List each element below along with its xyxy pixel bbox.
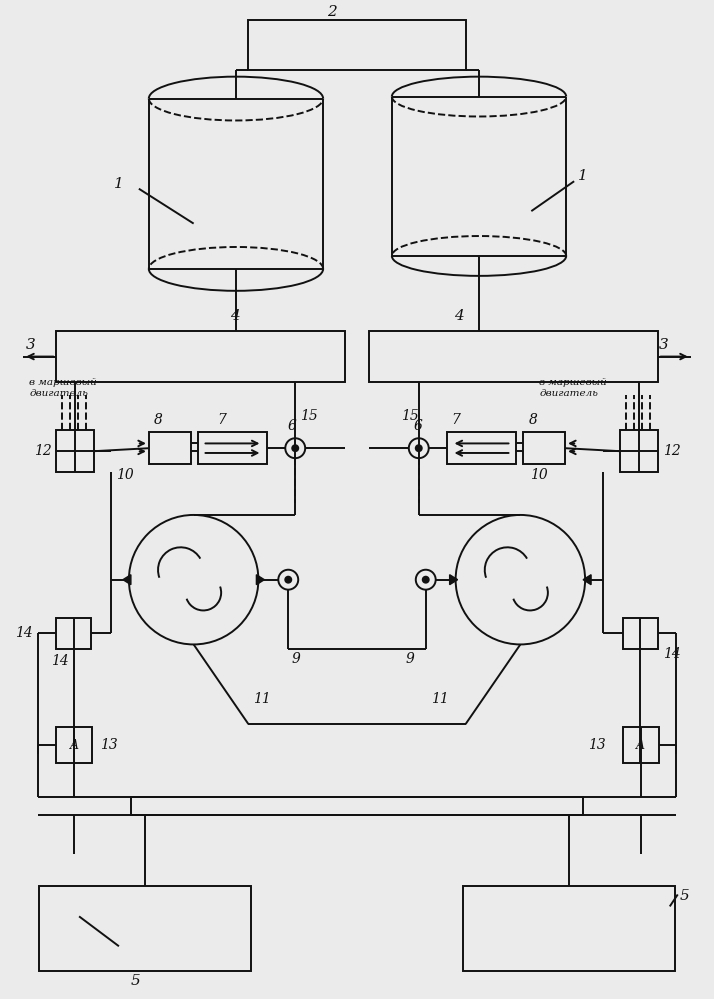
Bar <box>56 727 92 763</box>
Bar <box>623 617 658 649</box>
Text: 3: 3 <box>659 338 668 352</box>
Text: 6: 6 <box>414 420 423 434</box>
Text: 13: 13 <box>588 738 606 752</box>
Text: 14: 14 <box>663 647 680 661</box>
Bar <box>56 331 345 383</box>
Text: 4: 4 <box>231 309 240 323</box>
Text: 12: 12 <box>663 445 680 459</box>
Text: 15: 15 <box>300 410 318 424</box>
Circle shape <box>292 446 298 452</box>
Circle shape <box>416 446 422 452</box>
Text: 13: 13 <box>100 738 118 752</box>
Text: 1: 1 <box>114 177 124 191</box>
Text: 8: 8 <box>154 414 163 428</box>
Bar <box>447 433 516 465</box>
Text: 1: 1 <box>578 169 588 183</box>
Polygon shape <box>256 574 264 584</box>
Text: 8: 8 <box>528 414 537 428</box>
Text: 9: 9 <box>291 652 300 666</box>
Polygon shape <box>123 574 131 584</box>
Bar <box>523 433 565 465</box>
Text: 12: 12 <box>34 445 52 459</box>
Bar <box>369 331 658 383</box>
Text: 3: 3 <box>26 338 36 352</box>
Text: A: A <box>636 738 645 751</box>
Text: 7: 7 <box>218 414 226 428</box>
Bar <box>39 886 251 971</box>
Text: 10: 10 <box>531 469 548 483</box>
Text: 2: 2 <box>327 5 337 19</box>
Bar <box>131 797 583 815</box>
Text: 15: 15 <box>401 410 418 424</box>
Polygon shape <box>450 574 458 584</box>
Text: 11: 11 <box>253 692 271 706</box>
Text: 6: 6 <box>287 420 296 434</box>
Bar <box>56 431 94 473</box>
Polygon shape <box>583 574 591 584</box>
Bar <box>56 617 91 649</box>
Text: 4: 4 <box>453 309 463 323</box>
Bar <box>463 886 675 971</box>
Text: в маршевый
двигатель: в маршевый двигатель <box>539 379 607 398</box>
Text: 14: 14 <box>16 626 34 640</box>
Text: 7: 7 <box>452 414 461 428</box>
Bar <box>620 431 658 473</box>
Bar <box>248 20 466 70</box>
Text: 5: 5 <box>680 889 690 903</box>
Circle shape <box>286 576 291 582</box>
Text: 5: 5 <box>131 974 140 988</box>
Text: 9: 9 <box>406 652 415 666</box>
Text: A: A <box>69 738 79 751</box>
Text: 14: 14 <box>51 654 69 668</box>
Circle shape <box>423 576 428 582</box>
Bar <box>198 433 267 465</box>
Text: в маршевый
двигатель: в маршевый двигатель <box>29 379 97 398</box>
Bar <box>623 727 659 763</box>
Text: 11: 11 <box>431 692 448 706</box>
Text: 10: 10 <box>116 469 134 483</box>
Bar <box>149 433 191 465</box>
